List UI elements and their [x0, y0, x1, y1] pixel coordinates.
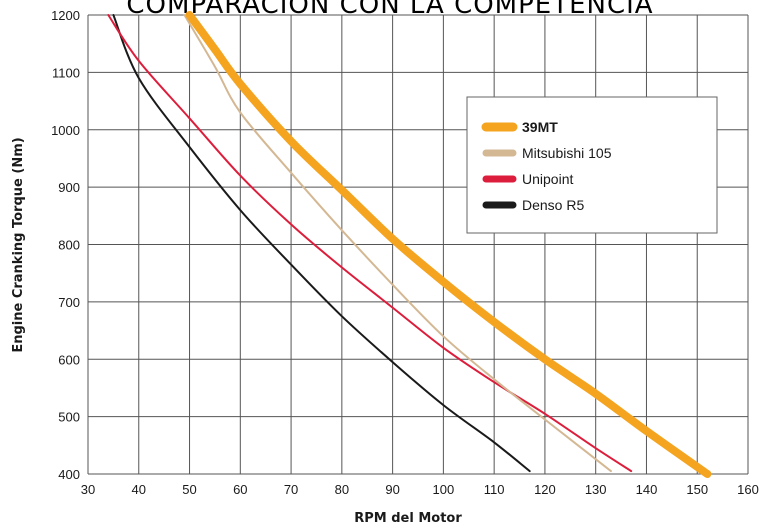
x-axis-label: RPM del Motor	[354, 511, 462, 526]
legend-label: 39MT	[522, 119, 558, 135]
x-tick-label: 60	[233, 482, 247, 497]
legend-label: Mitsubishi 105	[522, 145, 612, 161]
y-tick-label: 1100	[52, 65, 80, 80]
y-tick-label: 500	[58, 410, 80, 425]
x-tick-label: 110	[484, 482, 505, 497]
y-tick-label: 1000	[51, 123, 80, 138]
x-tick-label: 120	[534, 482, 556, 497]
legend-box	[466, 96, 718, 234]
series-line-mitsubishi-105	[183, 14, 612, 473]
series-line-unipoint	[107, 14, 633, 473]
x-tick-label: 130	[585, 482, 607, 497]
x-tick-label: 40	[132, 482, 146, 497]
x-tick-labels: 30 40 50 60 70 80 90 100 110 120 130 140 150 160	[81, 482, 759, 497]
chart-title: COMPARACIÓN CON LA COMPETENCIA	[126, 0, 653, 20]
y-tick-label: 700	[58, 295, 80, 310]
y-tick-label: 400	[58, 467, 80, 482]
series-lines	[107, 11, 712, 478]
series-line-39mt	[185, 11, 712, 478]
y-tick-labels: 400 500 600 700 800 900 1000 1100 1200	[51, 8, 80, 482]
x-tick-label: 140	[636, 482, 658, 497]
legend: 39MT Mitsubishi 105 Unipoint Denso R5	[466, 96, 718, 234]
legend-label: Unipoint	[522, 171, 573, 187]
y-tick-label: 900	[58, 180, 80, 195]
x-tick-label: 160	[737, 482, 759, 497]
legend-label: Denso R5	[522, 197, 584, 213]
y-tick-label: 1200	[51, 8, 80, 23]
y-tick-label: 800	[58, 238, 80, 253]
x-tick-label: 90	[385, 482, 399, 497]
x-tick-label: 100	[433, 482, 455, 497]
grid-lines	[87, 14, 749, 475]
series-line-denso-r5	[112, 14, 531, 473]
x-tick-label: 30	[81, 482, 95, 497]
y-tick-label: 600	[58, 352, 80, 367]
x-tick-label: 150	[686, 482, 708, 497]
x-tick-label: 50	[182, 482, 196, 497]
y-axis-label: Engine Cranking Torque (Nm)	[11, 137, 26, 352]
x-tick-label: 80	[335, 482, 349, 497]
x-tick-label: 70	[284, 482, 298, 497]
